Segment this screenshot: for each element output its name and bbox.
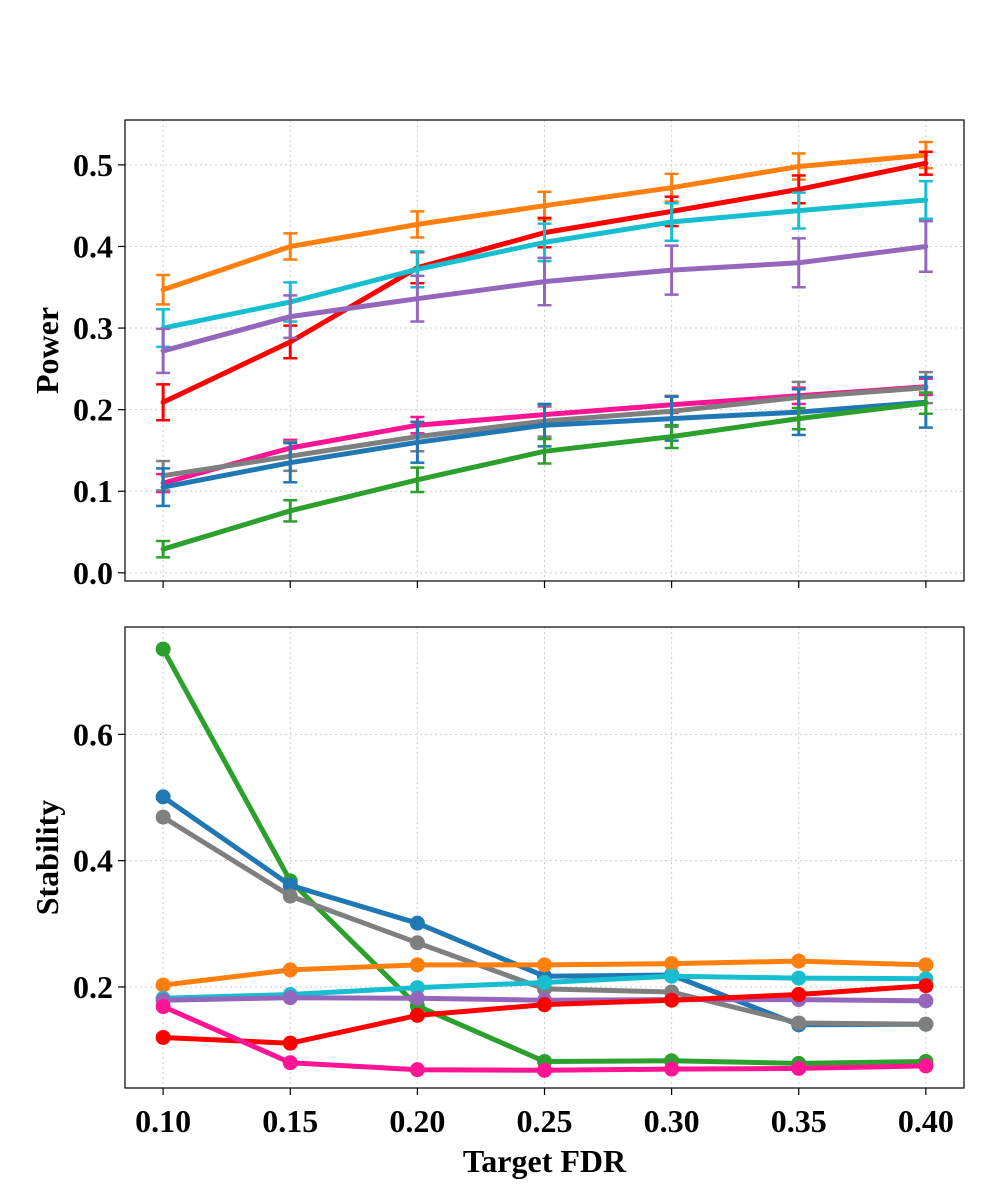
y-tick-label: 0.0 bbox=[73, 555, 113, 591]
data-point bbox=[155, 789, 171, 805]
y-tick-label: 0.4 bbox=[73, 843, 113, 879]
data-point bbox=[155, 1029, 171, 1045]
series-6 bbox=[155, 978, 934, 1051]
data-point bbox=[664, 956, 680, 972]
data-point bbox=[155, 999, 171, 1015]
series-line bbox=[160, 152, 929, 293]
y-tick-label: 0.2 bbox=[73, 969, 113, 1005]
y-tick-label: 0.3 bbox=[73, 310, 113, 346]
y-axis-label: Stability bbox=[29, 800, 65, 916]
series-line bbox=[160, 244, 929, 354]
data-point bbox=[664, 968, 680, 984]
series-7 bbox=[156, 391, 933, 559]
data-point bbox=[918, 957, 934, 973]
y-tick-label: 0.4 bbox=[73, 228, 113, 264]
data-point bbox=[791, 970, 807, 986]
data-point bbox=[155, 809, 171, 825]
data-point bbox=[918, 978, 934, 994]
axes-frame bbox=[124, 119, 965, 582]
data-point bbox=[664, 1061, 680, 1077]
data-point bbox=[282, 888, 298, 904]
data-point bbox=[918, 1058, 934, 1074]
y-axis-label: Power bbox=[29, 307, 65, 394]
data-point bbox=[282, 990, 298, 1006]
data-point bbox=[409, 915, 425, 931]
data-point bbox=[409, 957, 425, 973]
data-point bbox=[664, 992, 680, 1008]
power-panel: 0.0 0.1 0.2 0.3 0.4 0.5 Power bbox=[29, 119, 965, 591]
x-tick-label: 0.40 bbox=[898, 1103, 954, 1139]
y-tick-label: 0.2 bbox=[73, 392, 113, 428]
data-point bbox=[791, 1015, 807, 1031]
y-tick-label: 0.1 bbox=[73, 473, 113, 509]
data-point bbox=[409, 1062, 425, 1078]
data-point bbox=[918, 993, 934, 1009]
stability-panel: 0.2 0.4 0.6 0.10 0.15 0.20 0.25 0.30 0.35 0.40 Sta… bbox=[29, 626, 965, 1179]
series-line bbox=[160, 400, 929, 552]
series-7 bbox=[155, 999, 934, 1078]
data-point bbox=[282, 1055, 298, 1071]
data-point bbox=[409, 935, 425, 951]
data-point bbox=[409, 1007, 425, 1023]
series-3 bbox=[156, 219, 933, 375]
x-tick-label: 0.15 bbox=[262, 1103, 318, 1139]
x-tick-label: 0.20 bbox=[389, 1103, 445, 1139]
data-point bbox=[282, 877, 298, 893]
x-axis-label: Target FDR bbox=[463, 1143, 627, 1179]
series-3 bbox=[155, 953, 934, 993]
data-point bbox=[409, 980, 425, 996]
axes-frame bbox=[124, 626, 965, 1089]
data-point bbox=[791, 953, 807, 969]
data-point bbox=[791, 1060, 807, 1076]
data-point bbox=[537, 975, 552, 991]
data-point bbox=[409, 990, 425, 1006]
data-point bbox=[282, 962, 298, 978]
data-point bbox=[537, 957, 552, 973]
data-point bbox=[918, 1016, 934, 1032]
x-tick-label: 0.10 bbox=[135, 1103, 191, 1139]
data-point bbox=[791, 987, 807, 1003]
y-tick-label: 0.6 bbox=[73, 716, 113, 752]
series-0 bbox=[156, 140, 933, 306]
data-point bbox=[155, 641, 171, 657]
data-point bbox=[155, 977, 171, 993]
data-point bbox=[537, 997, 552, 1013]
data-point bbox=[282, 1035, 298, 1051]
x-tick-label: 0.30 bbox=[644, 1103, 700, 1139]
y-tick-label: 0.5 bbox=[73, 147, 113, 183]
x-tick-label: 0.35 bbox=[771, 1103, 827, 1139]
x-tick-label: 0.25 bbox=[517, 1103, 573, 1139]
data-point bbox=[537, 1062, 552, 1078]
